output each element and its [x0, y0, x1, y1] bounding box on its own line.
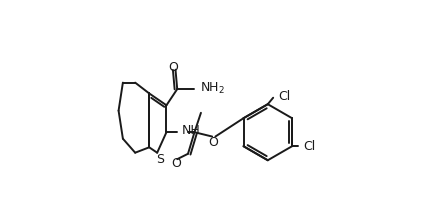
Text: S: S — [156, 153, 164, 166]
Text: O: O — [168, 61, 178, 74]
Text: Cl: Cl — [303, 140, 315, 153]
Text: Cl: Cl — [278, 90, 290, 103]
Text: NH: NH — [182, 123, 201, 136]
Text: O: O — [171, 156, 181, 169]
Text: O: O — [208, 136, 218, 149]
Text: NH$_2$: NH$_2$ — [200, 81, 225, 96]
